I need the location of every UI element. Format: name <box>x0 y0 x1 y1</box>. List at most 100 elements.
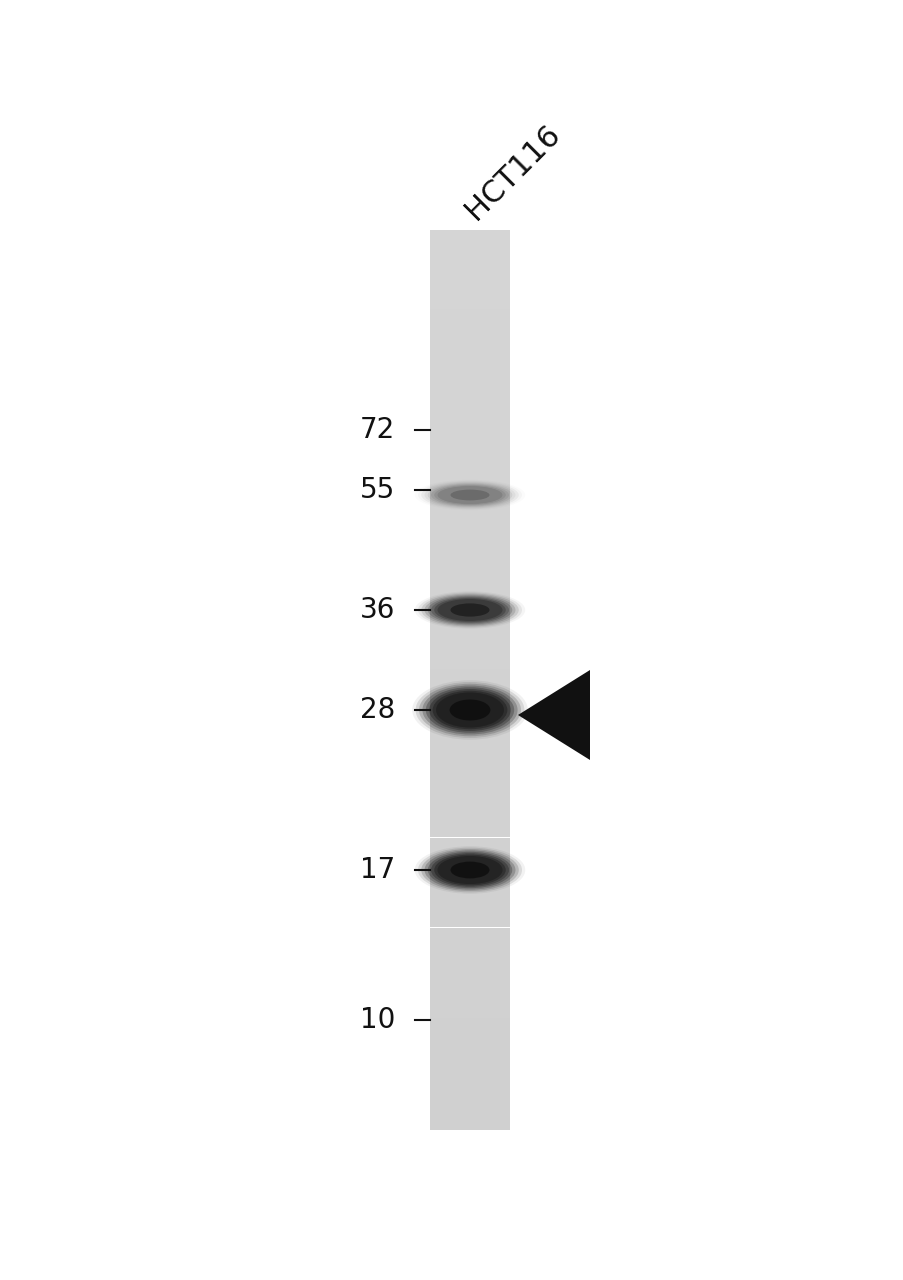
Text: HCT116: HCT116 <box>459 119 565 225</box>
Bar <box>430 399 509 410</box>
Bar <box>430 827 509 837</box>
Bar <box>430 343 509 353</box>
Bar <box>430 287 509 297</box>
Bar <box>430 748 509 759</box>
Bar <box>430 1029 509 1039</box>
Ellipse shape <box>450 489 489 500</box>
Text: 10: 10 <box>359 1006 395 1034</box>
Ellipse shape <box>414 846 525 893</box>
Bar <box>430 668 509 680</box>
Bar <box>430 724 509 736</box>
Bar <box>430 557 509 567</box>
Bar <box>430 353 509 365</box>
Ellipse shape <box>435 692 504 727</box>
Ellipse shape <box>431 854 508 887</box>
Polygon shape <box>517 669 590 760</box>
Bar <box>430 1119 509 1130</box>
Bar <box>430 500 509 511</box>
Bar <box>430 534 509 545</box>
Bar <box>430 736 509 748</box>
Ellipse shape <box>437 599 502 621</box>
Bar <box>430 703 509 714</box>
Bar <box>430 1039 509 1051</box>
Bar <box>430 860 509 872</box>
Bar <box>430 252 509 264</box>
Bar <box>430 454 509 466</box>
Ellipse shape <box>450 603 489 617</box>
Bar <box>430 680 509 691</box>
Bar <box>430 230 509 241</box>
Bar <box>430 872 509 882</box>
Bar <box>430 635 509 646</box>
Ellipse shape <box>417 593 521 627</box>
Text: 55: 55 <box>359 476 395 504</box>
Bar <box>430 410 509 421</box>
Bar <box>430 433 509 444</box>
Bar <box>430 658 509 668</box>
Bar <box>430 771 509 781</box>
Bar <box>430 602 509 613</box>
Ellipse shape <box>424 483 515 508</box>
Ellipse shape <box>424 850 515 890</box>
Ellipse shape <box>421 594 518 626</box>
Bar <box>430 995 509 1006</box>
Text: 36: 36 <box>359 596 395 623</box>
Bar <box>430 1085 509 1096</box>
Bar <box>430 950 509 961</box>
Bar <box>430 545 509 557</box>
Bar <box>430 444 509 454</box>
Ellipse shape <box>425 687 514 732</box>
Ellipse shape <box>429 689 510 731</box>
Ellipse shape <box>415 682 524 739</box>
Bar <box>430 916 509 928</box>
Ellipse shape <box>433 855 505 886</box>
Ellipse shape <box>421 849 518 891</box>
Bar <box>430 646 509 658</box>
Ellipse shape <box>431 484 508 506</box>
Bar <box>430 489 509 500</box>
Bar <box>430 928 509 938</box>
Ellipse shape <box>437 856 502 884</box>
Bar <box>430 984 509 995</box>
Bar <box>430 365 509 376</box>
Bar <box>430 241 509 252</box>
Ellipse shape <box>433 691 507 730</box>
Bar <box>430 388 509 399</box>
Bar <box>430 1018 509 1029</box>
Bar <box>430 421 509 433</box>
Bar <box>430 522 509 534</box>
Bar <box>430 567 509 579</box>
Ellipse shape <box>427 595 512 625</box>
Bar <box>430 376 509 388</box>
Ellipse shape <box>433 485 505 504</box>
Bar <box>430 781 509 792</box>
Ellipse shape <box>450 861 489 878</box>
Bar <box>430 714 509 724</box>
Bar <box>430 849 509 860</box>
Bar <box>430 477 509 489</box>
Ellipse shape <box>418 684 520 736</box>
Bar <box>430 882 509 893</box>
Ellipse shape <box>433 598 505 622</box>
Bar <box>430 623 509 635</box>
Bar <box>430 264 509 275</box>
Ellipse shape <box>412 680 527 740</box>
Bar <box>430 1096 509 1107</box>
Bar <box>430 1006 509 1018</box>
Bar <box>430 332 509 343</box>
Ellipse shape <box>449 699 489 721</box>
Text: 72: 72 <box>359 416 395 444</box>
Ellipse shape <box>427 484 512 507</box>
Bar <box>430 308 509 320</box>
Bar <box>430 973 509 984</box>
Bar <box>430 275 509 287</box>
Ellipse shape <box>427 851 512 888</box>
Bar <box>430 511 509 522</box>
Bar <box>430 579 509 590</box>
Bar <box>430 466 509 477</box>
Bar <box>430 613 509 623</box>
Bar <box>430 905 509 916</box>
Ellipse shape <box>437 486 502 504</box>
Bar <box>430 792 509 804</box>
Bar <box>430 590 509 602</box>
